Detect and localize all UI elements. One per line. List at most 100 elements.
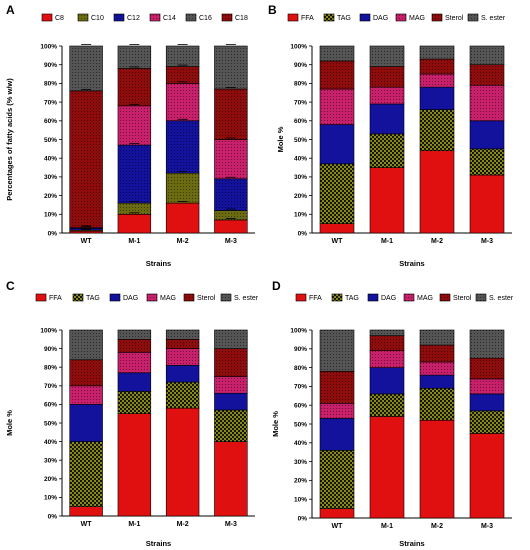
legend-label: C18	[235, 15, 248, 22]
legend-swatch-c10	[77, 13, 89, 22]
bar-segment-s-ester	[319, 329, 355, 372]
bar-segment-s-ester	[419, 45, 455, 60]
legend-swatch-dag	[367, 293, 379, 302]
bar-segment-s-ester	[214, 329, 248, 349]
bar-segment-c8	[214, 219, 248, 234]
y-tick-label: 90%	[44, 62, 57, 69]
panel-C: C FFA TAG DAG MAG Sterol S. ester 0% 10% 20% 30% 40…	[5, 279, 259, 548]
x-axis-label: Strains	[146, 259, 171, 268]
legend-label: TAG	[345, 295, 359, 302]
bar-segment-s-ester	[469, 329, 505, 359]
x-axis-label: Strains	[399, 539, 424, 548]
bar-segment-s-ester	[319, 45, 355, 62]
legend-label: C10	[91, 15, 104, 22]
y-tick-label: 50%	[44, 420, 57, 427]
legend-label: S. ester	[234, 295, 259, 302]
legend-swatch-s-ester	[467, 13, 479, 22]
x-tick-label: WT	[332, 238, 344, 245]
y-tick-label: 20%	[44, 476, 57, 483]
y-tick-label: 90%	[44, 346, 57, 353]
bar-segment-s-ester	[117, 329, 152, 340]
bar-segment-ffa	[419, 150, 455, 234]
bar-segment-sterol	[319, 60, 355, 90]
bar-segment-ffa	[319, 223, 355, 234]
legend-label: C16	[199, 15, 212, 22]
legend-swatch-dag	[109, 293, 121, 302]
y-tick-label: 60%	[294, 118, 307, 125]
y-tick-label: 70%	[44, 99, 57, 106]
legend-label: FFA	[49, 295, 62, 302]
bar-segment-dag	[214, 392, 248, 411]
bar-segment-ffa	[165, 407, 200, 517]
bar-segment-c12	[165, 120, 200, 174]
bar-segment-mag	[469, 84, 505, 122]
bar-segment-c10	[165, 172, 200, 204]
legend-label: MAG	[417, 295, 433, 302]
x-axis-label: Strains	[399, 259, 424, 268]
bar-segment-tag	[319, 163, 355, 224]
y-tick-label: 40%	[294, 156, 307, 163]
bar-segment-c14	[117, 105, 152, 146]
bar-segment-ffa	[117, 413, 152, 517]
panel-letter: D	[272, 279, 281, 293]
legend-swatch-mag	[395, 13, 407, 22]
bar-segment-mag	[319, 88, 355, 125]
x-tick-label: M-3	[481, 238, 493, 245]
bar-segment-dag	[419, 374, 455, 389]
bar-segment-mag	[319, 403, 355, 419]
bar-segment-dag	[165, 365, 200, 383]
y-tick-label: 90%	[294, 346, 307, 353]
panel-D: D FFA TAG DAG MAG Sterol S. ester 0% 10% 20% 30% 40…	[271, 279, 514, 548]
x-tick-label: WT	[81, 521, 93, 528]
y-tick-label: 50%	[294, 421, 307, 428]
legend-swatch-s-ester	[475, 293, 487, 302]
y-tick-label: 80%	[294, 81, 307, 88]
y-tick-label: 100%	[290, 43, 307, 50]
x-tick-label: M-3	[225, 521, 237, 528]
legend-swatch-s-ester	[220, 293, 232, 302]
bar-segment-mag	[369, 350, 405, 368]
bar-segment-c16	[69, 45, 103, 92]
bar-segment-sterol	[469, 64, 505, 86]
bar-segment-dag	[469, 393, 505, 412]
bar-segment-ffa	[419, 419, 455, 519]
legend-swatch-c14	[149, 13, 161, 22]
legend-label: TAG	[86, 295, 100, 302]
y-tick-label: 30%	[294, 459, 307, 466]
bar-segment-c16	[165, 45, 200, 67]
bar-segment-tag	[469, 148, 505, 176]
legend-swatch-sterol	[431, 13, 443, 22]
legend-label: S. ester	[489, 295, 514, 302]
bar-segment-mag	[419, 73, 455, 88]
y-tick-label: 10%	[294, 497, 307, 504]
y-tick-label: 0%	[298, 230, 308, 237]
y-tick-label: 10%	[44, 212, 57, 219]
y-tick-label: 20%	[294, 478, 307, 485]
legend-label: FFA	[309, 295, 322, 302]
x-tick-label: M-2	[177, 521, 189, 528]
y-tick-label: 100%	[290, 327, 307, 334]
legend-label: TAG	[337, 15, 351, 22]
y-tick-label: 100%	[40, 43, 57, 50]
x-tick-label: M-1	[128, 521, 140, 528]
legend-swatch-c12	[113, 13, 125, 22]
legend-swatch-tag	[323, 13, 335, 22]
x-tick-label: M-2	[431, 238, 443, 245]
bar-segment-c18	[165, 66, 200, 84]
bar-segment-dag	[369, 367, 405, 395]
legend-label: C8	[55, 15, 64, 22]
legend-label: DAG	[123, 295, 138, 302]
legend-label: Sterol	[453, 295, 472, 302]
legend-label: Sterol	[197, 295, 216, 302]
bar-segment-s-ester	[69, 329, 103, 361]
y-tick-label: 90%	[294, 62, 307, 69]
y-tick-label: 70%	[294, 99, 307, 106]
bar-segment-tag	[69, 441, 103, 508]
y-axis-label: Mole %	[271, 411, 280, 437]
bar-segment-s-ester	[419, 329, 455, 346]
y-axis-label: Mole %	[5, 410, 14, 436]
bar-segment-sterol	[214, 348, 248, 377]
bar-segment-ffa	[369, 416, 405, 519]
y-tick-label: 0%	[48, 513, 58, 520]
y-tick-label: 80%	[44, 365, 57, 372]
